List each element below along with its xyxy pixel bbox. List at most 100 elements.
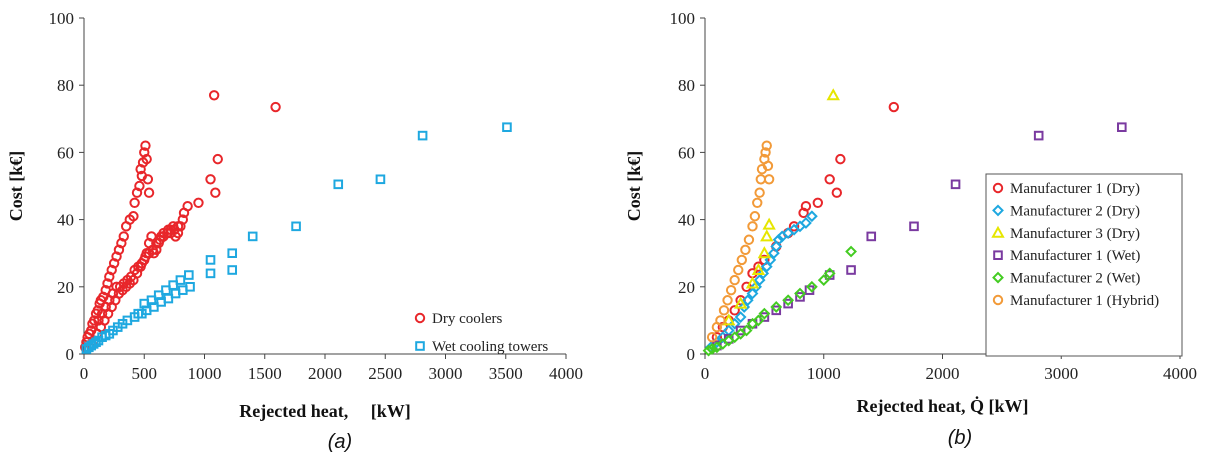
data-point [715, 315, 726, 326]
legend-box [985, 173, 1183, 357]
x-tick-label: 0 [701, 364, 710, 383]
data-point [752, 197, 763, 209]
data-point [824, 174, 835, 185]
data-point [133, 308, 144, 319]
data-point [749, 211, 761, 222]
data-point [1117, 122, 1127, 133]
data-point [762, 217, 776, 230]
data-point [118, 231, 129, 242]
data-point [788, 221, 800, 232]
data-point [722, 313, 736, 326]
data-point [134, 180, 145, 192]
x-tick-label: 0 [80, 364, 89, 383]
x-axis-label: Rejected heat, [kW] [239, 401, 410, 421]
data-point [752, 314, 765, 327]
data-point [185, 282, 195, 292]
y-tick-label: 20 [57, 278, 74, 297]
x-tick-label: 3000 [1044, 364, 1078, 383]
legend-marker [992, 271, 1004, 284]
x-tick-label: 500 [132, 364, 158, 383]
data-point [754, 187, 765, 198]
y-axis-label: Cost [k€] [6, 151, 26, 222]
data-point [782, 294, 795, 307]
data-point [783, 298, 793, 309]
data-point [795, 292, 805, 302]
x-tick-label: 2500 [368, 364, 402, 383]
data-point [846, 265, 856, 275]
data-point [762, 160, 774, 172]
data-point [866, 231, 877, 242]
y-tick-label: 40 [678, 211, 695, 230]
x-tick-label: 2000 [926, 364, 960, 383]
data-point [146, 295, 157, 306]
data-point [375, 174, 386, 185]
data-point [725, 284, 737, 296]
data-point [91, 337, 101, 348]
legend-marker [992, 182, 1004, 194]
series [702, 245, 857, 357]
panel-caption: (b) [948, 427, 972, 449]
x-tick-label: 1500 [248, 364, 282, 383]
data-point [758, 307, 771, 320]
x-tick-label: 4000 [1163, 364, 1197, 383]
panel-caption: (a) [328, 431, 352, 453]
data-point [168, 280, 178, 290]
data-point [502, 122, 512, 133]
data-point [772, 233, 785, 246]
data-point [760, 229, 774, 242]
series [81, 122, 512, 354]
data-point [776, 230, 789, 243]
legend-marker [414, 312, 426, 324]
legend-label: Wet cooling towers [432, 339, 548, 355]
data-point [1033, 130, 1044, 141]
y-tick-label: 100 [670, 9, 696, 28]
data-point [805, 280, 818, 293]
data-point [831, 187, 843, 198]
data-point [823, 267, 836, 280]
legend: Dry coolers Wet cooling towers [414, 311, 548, 355]
data-point [794, 287, 806, 300]
data-point [800, 200, 812, 212]
data-point [212, 153, 223, 165]
y-tick-label: 60 [678, 143, 695, 162]
y-tick-label: 0 [66, 345, 75, 364]
data-point [835, 153, 846, 165]
y-axis-label: Cost [k€] [624, 151, 644, 222]
data-point [736, 254, 748, 266]
data-point [718, 305, 730, 316]
series [706, 140, 775, 343]
data-point [826, 88, 840, 101]
data-point [177, 214, 189, 225]
data-point [175, 275, 186, 285]
x-tick-label: 1000 [188, 364, 222, 383]
legend-label: Manufacturer 1 (Wet) [1010, 248, 1140, 264]
data-point [760, 147, 771, 158]
x-tick-label: 4000 [549, 364, 583, 383]
x-tick-label: 3000 [429, 364, 463, 383]
series [722, 88, 840, 326]
data-point [722, 324, 735, 337]
legend-label: Manufacturer 1 (Dry) [1010, 181, 1140, 197]
data-point [146, 231, 157, 242]
data-point [761, 140, 772, 151]
data-point [729, 274, 740, 286]
legend-label: Dry coolers [432, 311, 503, 327]
data-point [706, 343, 719, 355]
data-point [751, 262, 766, 275]
data-point [734, 311, 747, 323]
data-point [706, 332, 718, 343]
data-point [735, 325, 746, 336]
data-point [205, 174, 216, 185]
data-point [205, 268, 216, 279]
data-point [763, 174, 775, 185]
data-point [129, 197, 140, 209]
data-point [128, 211, 139, 222]
data-point [722, 295, 733, 306]
data-point [205, 255, 216, 265]
y-tick-label: 0 [687, 345, 696, 364]
data-point [733, 296, 748, 309]
data-point [702, 344, 715, 357]
data-point [805, 210, 818, 223]
